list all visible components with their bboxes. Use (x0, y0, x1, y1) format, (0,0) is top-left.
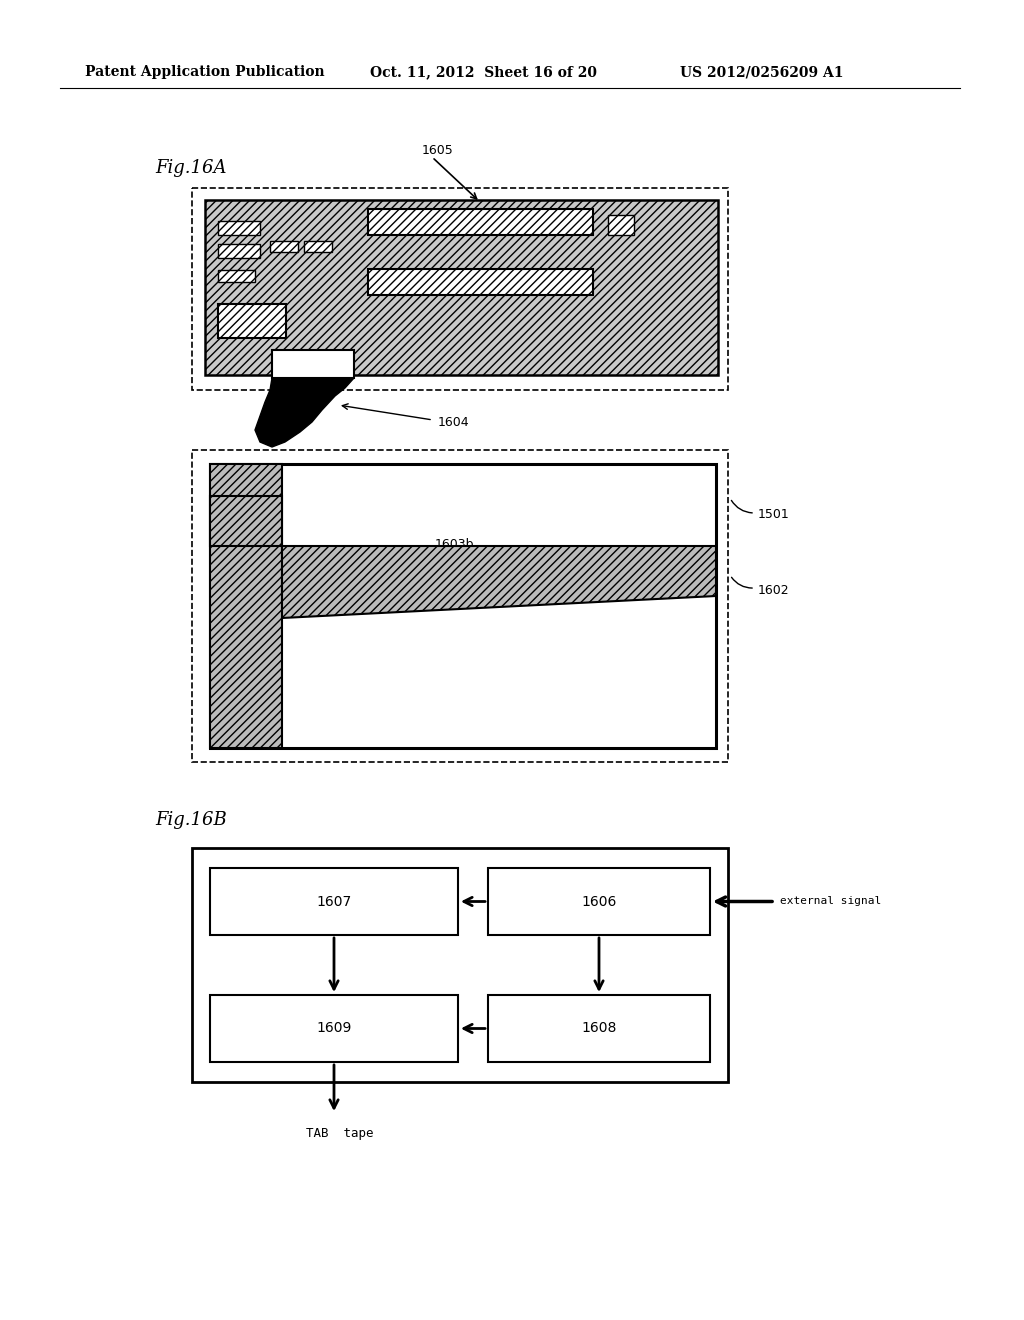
Bar (608, 215, 634, 235)
Text: Fig.16B: Fig.16B (155, 810, 226, 829)
Polygon shape (282, 546, 716, 618)
Text: 1603b: 1603b (435, 539, 474, 552)
Bar (218, 244, 260, 257)
Bar (270, 242, 298, 252)
Text: US 2012/0256209 A1: US 2012/0256209 A1 (680, 65, 844, 79)
Text: 1607: 1607 (316, 895, 351, 908)
Text: Fig.16A: Fig.16A (155, 158, 226, 177)
Bar (210, 869, 458, 935)
Bar (488, 995, 710, 1063)
Polygon shape (255, 378, 354, 447)
Text: 1602: 1602 (758, 583, 790, 597)
Text: 1501: 1501 (758, 508, 790, 521)
Text: TAB  tape: TAB tape (306, 1127, 374, 1140)
Bar (218, 271, 255, 282)
Bar (205, 201, 718, 375)
Text: 1608: 1608 (582, 1022, 616, 1035)
Bar (210, 496, 282, 546)
Text: external signal: external signal (780, 896, 882, 907)
Text: 1609: 1609 (316, 1022, 351, 1035)
Text: 1603a: 1603a (238, 689, 278, 701)
Bar (218, 220, 260, 235)
Text: 1604: 1604 (438, 416, 470, 429)
Bar (218, 304, 286, 338)
Text: Patent Application Publication: Patent Application Publication (85, 65, 325, 79)
Bar (304, 242, 332, 252)
Bar (272, 350, 354, 378)
Text: 1606: 1606 (582, 895, 616, 908)
Bar (193, 847, 728, 1082)
Bar (368, 269, 593, 294)
Text: Oct. 11, 2012  Sheet 16 of 20: Oct. 11, 2012 Sheet 16 of 20 (370, 65, 597, 79)
Bar (210, 465, 282, 748)
Bar (210, 465, 716, 748)
Bar (368, 209, 593, 235)
Bar (488, 869, 710, 935)
Bar (210, 995, 458, 1063)
Text: 1605: 1605 (422, 144, 454, 157)
